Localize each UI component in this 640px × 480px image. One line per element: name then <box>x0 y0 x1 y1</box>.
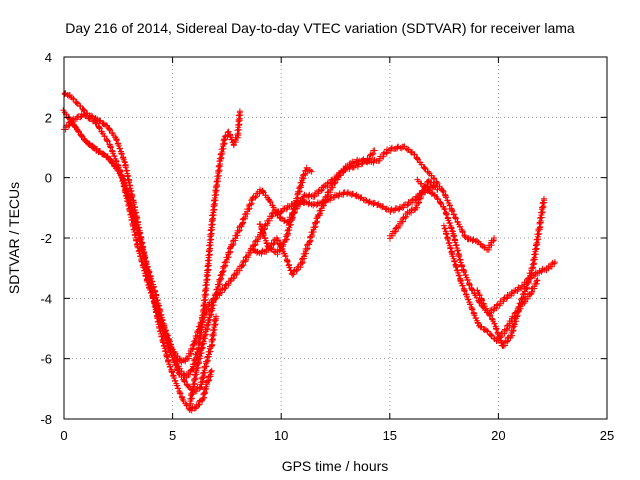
series-arc-1 <box>61 108 244 381</box>
y-tick-label: -2 <box>40 231 52 246</box>
x-tick-label: 25 <box>600 428 614 443</box>
chart-title: Day 216 of 2014, Sidereal Day-to-day VTE… <box>65 20 575 36</box>
x-tick-label: 20 <box>491 428 505 443</box>
grid-lines <box>64 57 607 419</box>
y-tick-label: 0 <box>45 171 52 186</box>
series-markers <box>414 176 558 317</box>
plot-frame <box>63 56 608 420</box>
series-markers <box>250 143 498 278</box>
series-arc-7 <box>250 143 498 278</box>
y-tick-label: -6 <box>40 352 52 367</box>
y-tick-label: -8 <box>40 412 52 427</box>
y-axis-label: SDTVAR / TECUs <box>6 182 22 294</box>
y-tick-label: 4 <box>45 50 52 65</box>
x-tick-label: 15 <box>383 428 397 443</box>
x-tick-label: 0 <box>60 428 67 443</box>
x-tick-labels: 0 5 10 15 20 25 <box>60 428 614 443</box>
series-arc-11 <box>386 177 441 242</box>
series-arc-10 <box>474 195 548 349</box>
x-tick-label: 5 <box>169 428 176 443</box>
series-arc-8 <box>414 176 558 317</box>
data-points <box>60 90 558 414</box>
axis-ticks <box>63 56 608 420</box>
x-axis-label: GPS time / hours <box>282 458 389 474</box>
y-tick-label: -4 <box>40 291 52 306</box>
series-markers <box>440 222 541 344</box>
y-tick-labels: 4 2 0 -2 -4 -6 -8 <box>40 50 52 427</box>
x-tick-label: 10 <box>274 428 288 443</box>
series-markers <box>61 108 244 381</box>
series-arc-9 <box>440 222 541 344</box>
series-markers <box>386 177 441 242</box>
y-tick-label: 2 <box>45 110 52 125</box>
series-markers <box>474 195 548 349</box>
